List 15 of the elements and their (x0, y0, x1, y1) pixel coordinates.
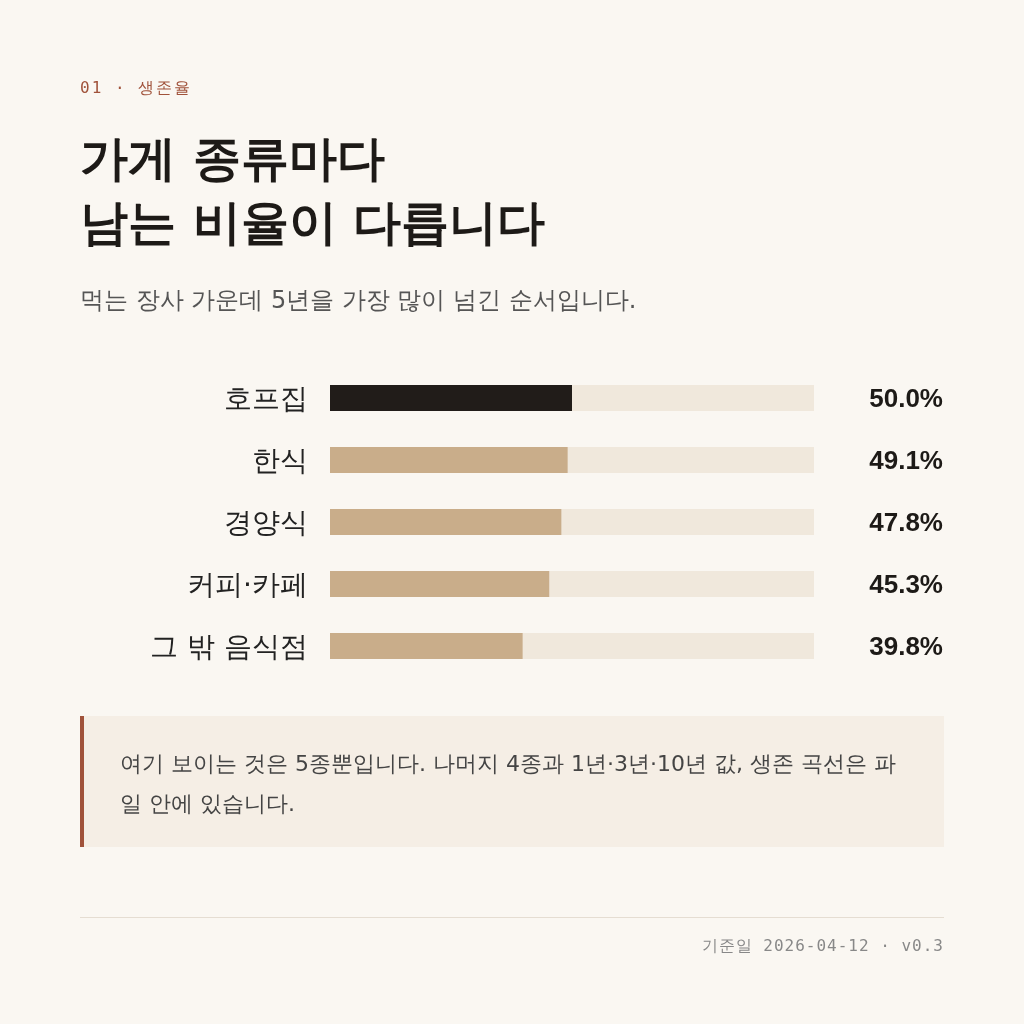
text: 기준일 2026-04-12 · v0.3 (701, 936, 944, 957)
data-label: 50.0% (869, 383, 943, 413)
chart-subtitle: 먹는 장사 가운데 5년을 가장 많이 넘긴 순서입니다. (80, 285, 637, 316)
data-label: 39.8% (869, 631, 943, 661)
data-label: 49.1% (869, 445, 943, 475)
data-label: 45.3% (869, 569, 943, 599)
chart-title: 가게 종류마다 남는 비율이 다릅니다 (80, 129, 546, 252)
y-tick-label: 경양식 (224, 505, 308, 539)
text: 01 · 생존율 (80, 78, 193, 99)
y-tick-label: 호프집 (224, 381, 308, 415)
data-label: 47.8% (869, 507, 943, 537)
y-tick-label: 한식 (252, 443, 308, 477)
y-tick-label: 커피·카페 (187, 567, 308, 601)
y-tick-label: 그 밖 음식점 (150, 629, 308, 663)
text: 여기 보이는 것은 5종뿐입니다. 나머지 4종과 1년·3년·10년 값, 생존 곡선은 파일 안에 있습니다. (80, 716, 944, 847)
